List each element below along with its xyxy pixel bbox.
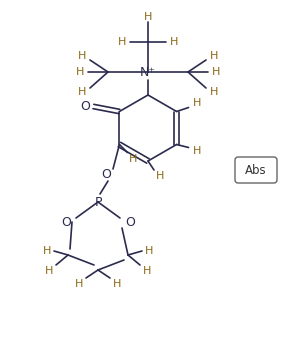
Text: H: H	[145, 246, 153, 256]
Text: H: H	[212, 67, 220, 77]
Text: H: H	[43, 246, 51, 256]
Text: H: H	[143, 266, 151, 276]
Text: H: H	[129, 154, 138, 163]
Text: H: H	[45, 266, 53, 276]
Text: H: H	[192, 99, 201, 108]
Text: H: H	[144, 12, 152, 22]
Text: H: H	[170, 37, 178, 47]
Text: H: H	[210, 51, 218, 61]
Text: Abs: Abs	[245, 163, 267, 177]
Text: H: H	[192, 145, 201, 156]
Text: H: H	[78, 87, 86, 97]
Text: O: O	[101, 168, 111, 181]
Text: O: O	[61, 216, 71, 228]
Text: H: H	[210, 87, 218, 97]
Text: H: H	[76, 67, 84, 77]
Text: O: O	[125, 216, 135, 228]
Text: H: H	[75, 279, 83, 289]
Text: O: O	[81, 100, 90, 113]
Text: P: P	[94, 196, 102, 208]
Text: N⁺: N⁺	[140, 65, 156, 79]
Text: H: H	[118, 37, 126, 47]
Text: H: H	[156, 171, 164, 181]
Text: H: H	[113, 279, 121, 289]
FancyBboxPatch shape	[235, 157, 277, 183]
Text: H: H	[78, 51, 86, 61]
